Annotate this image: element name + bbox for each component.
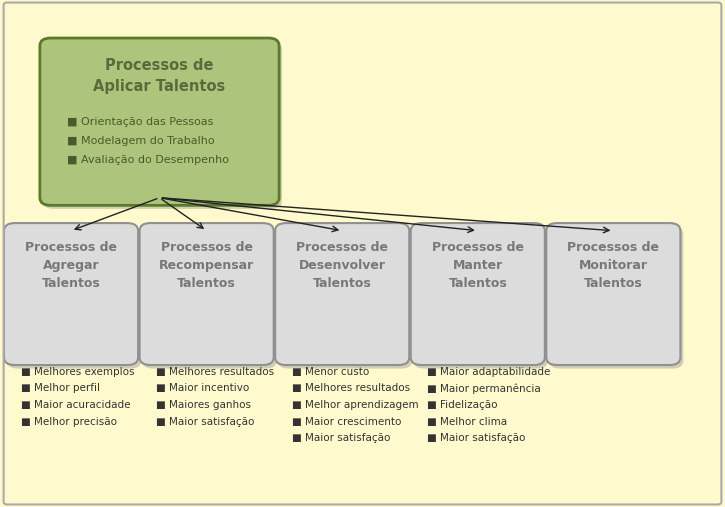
Text: ■ Maior adaptabilidade: ■ Maior adaptabilidade (428, 367, 551, 377)
FancyBboxPatch shape (275, 223, 409, 365)
Text: ■ Maior permanência: ■ Maior permanência (428, 383, 541, 394)
Text: ■ Melhores exemplos: ■ Melhores exemplos (21, 367, 134, 377)
FancyBboxPatch shape (278, 227, 412, 369)
Text: ■ Melhor aprendizagem: ■ Melhor aprendizagem (291, 400, 418, 410)
Text: Processos de
Manter
Talentos: Processos de Manter Talentos (432, 241, 523, 290)
Text: Processos de
Recompensar
Talentos: Processos de Recompensar Talentos (159, 241, 254, 290)
FancyBboxPatch shape (142, 227, 276, 369)
FancyBboxPatch shape (40, 38, 279, 205)
Text: ■ Avaliação do Desempenho: ■ Avaliação do Desempenho (67, 155, 228, 165)
Text: Processos de
Monitorar
Talentos: Processos de Monitorar Talentos (568, 241, 659, 290)
Text: ■ Maior crescimento: ■ Maior crescimento (291, 417, 401, 427)
FancyBboxPatch shape (413, 227, 548, 369)
Text: ■ Fidelização: ■ Fidelização (428, 400, 498, 410)
FancyBboxPatch shape (410, 223, 545, 365)
Text: ■ Melhor perfil: ■ Melhor perfil (21, 383, 99, 393)
Text: Processos de
Desenvolver
Talentos: Processos de Desenvolver Talentos (297, 241, 388, 290)
FancyBboxPatch shape (546, 223, 680, 365)
FancyBboxPatch shape (43, 42, 282, 209)
Text: ■ Melhores resultados: ■ Melhores resultados (156, 367, 274, 377)
FancyBboxPatch shape (550, 227, 683, 369)
Text: Processos de
Aplicar Talentos: Processos de Aplicar Talentos (94, 58, 225, 94)
Text: Processos de
Agregar
Talentos: Processos de Agregar Talentos (25, 241, 117, 290)
Text: ■ Modelagem do Trabalho: ■ Modelagem do Trabalho (67, 136, 215, 146)
Text: ■ Melhores resultados: ■ Melhores resultados (291, 383, 410, 393)
Text: ■ Maiores ganhos: ■ Maiores ganhos (156, 400, 252, 410)
FancyBboxPatch shape (7, 227, 141, 369)
Text: ■ Maior satisfação: ■ Maior satisfação (291, 433, 390, 444)
Text: ■ Maior incentivo: ■ Maior incentivo (156, 383, 249, 393)
FancyBboxPatch shape (139, 223, 273, 365)
Text: ■ Maior satisfação: ■ Maior satisfação (428, 433, 526, 444)
Text: ■ Menor custo: ■ Menor custo (291, 367, 369, 377)
FancyBboxPatch shape (4, 223, 138, 365)
Text: ■ Orientação das Pessoas: ■ Orientação das Pessoas (67, 117, 213, 127)
Text: ■ Melhor clima: ■ Melhor clima (428, 417, 508, 427)
Text: ■ Melhor precisão: ■ Melhor precisão (21, 417, 117, 427)
Text: ■ Maior satisfação: ■ Maior satisfação (156, 417, 254, 427)
Text: ■ Maior acuracidade: ■ Maior acuracidade (21, 400, 130, 410)
